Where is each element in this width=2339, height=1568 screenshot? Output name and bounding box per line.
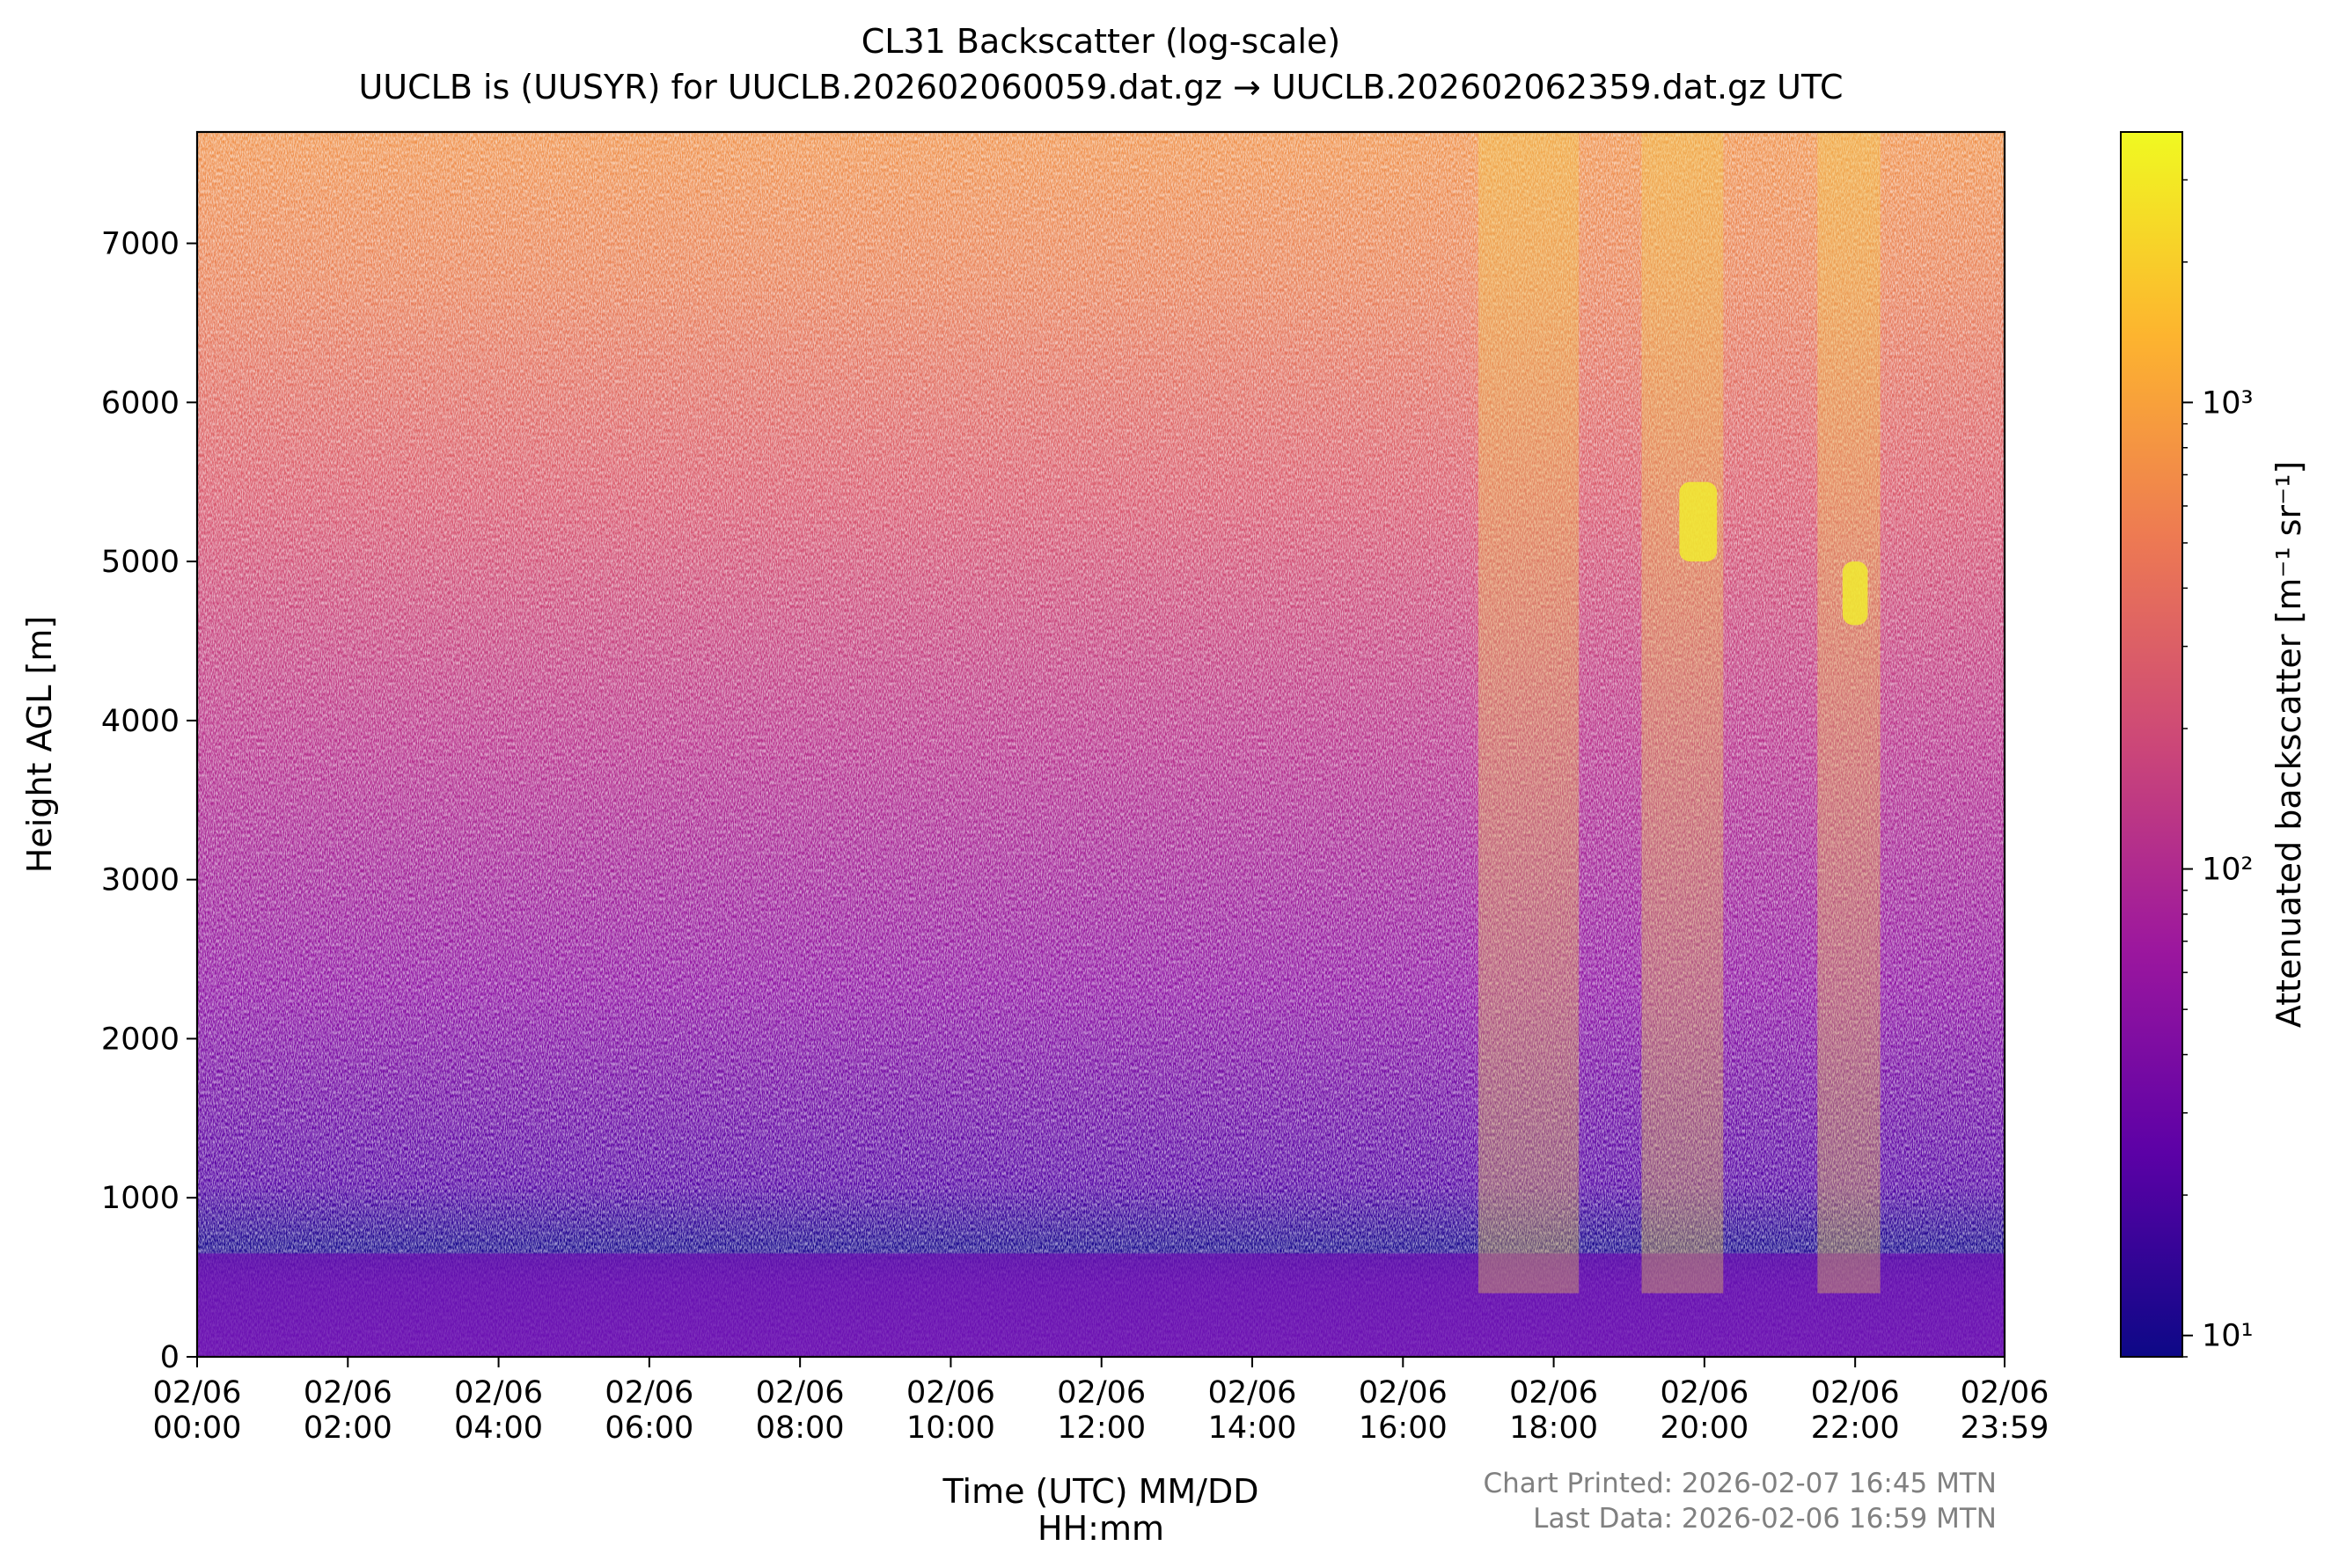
x-tick-date-9: 02/06	[1509, 1375, 1598, 1410]
y-tick-label-3: 3000	[101, 863, 180, 898]
x-tick-time-9: 18:00	[1509, 1410, 1598, 1446]
y-tick-label-2: 2000	[101, 1022, 180, 1057]
cloud-layer-feature-1	[1679, 481, 1718, 562]
high-backscatter-column-feature-3	[1477, 132, 1580, 1293]
x-tick-time-6: 12:00	[1057, 1410, 1146, 1446]
x-tick-time-0: 00:00	[153, 1410, 242, 1446]
x-tick-time-10: 20:00	[1660, 1410, 1749, 1446]
y-tick-label-0: 0	[160, 1340, 180, 1375]
x-tick-time-12: 23:59	[1961, 1410, 2049, 1446]
boundary-layer-feature-0	[197, 1253, 2005, 1357]
chart-printed-note: Chart Printed: 2026-02-07 16:45 MTN	[1483, 1468, 1997, 1499]
y-tick-label-1: 1000	[101, 1181, 180, 1216]
last-data-note: Last Data: 2026-02-06 16:59 MTN	[1533, 1503, 1997, 1535]
x-tick-date-8: 02/06	[1359, 1375, 1448, 1410]
x-tick-date-12: 02/06	[1961, 1375, 2049, 1410]
y-tick-label-4: 4000	[101, 704, 180, 739]
y-axis-ticks: 0 1000 2000 3000 4000 5000 6000 7000	[101, 227, 197, 1375]
x-tick-date-5: 02/06	[906, 1375, 995, 1410]
high-backscatter-column-feature-4	[1641, 132, 1724, 1293]
x-tick-date-11: 02/06	[1811, 1375, 1900, 1410]
x-tick-date-10: 02/06	[1660, 1375, 1749, 1410]
x-tick-date-3: 02/06	[605, 1375, 693, 1410]
y-tick-label-6: 6000	[101, 385, 180, 421]
x-tick-time-1: 02:00	[304, 1410, 392, 1446]
x-tick-time-8: 16:00	[1359, 1410, 1448, 1446]
x-tick-date-2: 02/06	[454, 1375, 543, 1410]
colorbar-tick-label-2: 10³	[2202, 385, 2254, 421]
cloud-layer-feature-2	[1842, 561, 1868, 626]
x-tick-time-3: 06:00	[605, 1410, 693, 1446]
heatmap-speckle-noise	[197, 132, 2005, 1357]
x-tick-time-5: 10:00	[906, 1410, 995, 1446]
colorbar	[2120, 131, 2183, 1358]
x-axis-label-line1: Time (UTC) MM/DD	[942, 1472, 1258, 1511]
heatmap-features	[197, 132, 2005, 1357]
y-tick-label-7: 7000	[101, 227, 180, 262]
x-tick-time-4: 08:00	[756, 1410, 845, 1446]
x-tick-time-2: 04:00	[454, 1410, 543, 1446]
x-tick-date-0: 02/06	[153, 1375, 242, 1410]
plot-area	[197, 132, 2005, 1357]
colorbar-tick-label-0: 10¹	[2202, 1319, 2254, 1354]
x-axis-ticks: 02/0600:0002/0602:0002/0604:0002/0606:00…	[153, 1357, 2049, 1446]
x-tick-time-7: 14:00	[1208, 1410, 1297, 1446]
x-tick-date-6: 02/06	[1057, 1375, 1146, 1410]
colorbar-tick-label-1: 10²	[2202, 853, 2254, 888]
colorbar-label: Attenuated backscatter [m⁻¹ sr⁻¹]	[2269, 461, 2308, 1028]
chart-title: CL31 Backscatter (log-scale)	[862, 22, 1340, 61]
x-axis-label-line2: HH:mm	[1038, 1509, 1164, 1548]
x-tick-date-7: 02/06	[1208, 1375, 1297, 1410]
colorbar-ticks: 10¹ 10² 10³	[2182, 179, 2254, 1358]
y-tick-label-5: 5000	[101, 545, 180, 580]
x-tick-time-11: 22:00	[1811, 1410, 1900, 1446]
x-tick-date-1: 02/06	[304, 1375, 392, 1410]
chart-subtitle: UUCLB is (UUSYR) for UUCLB.202602060059.…	[358, 68, 1843, 106]
y-axis-label: Height AGL [m]	[20, 616, 59, 873]
x-tick-date-4: 02/06	[756, 1375, 845, 1410]
high-backscatter-column-feature-5	[1817, 132, 1881, 1293]
